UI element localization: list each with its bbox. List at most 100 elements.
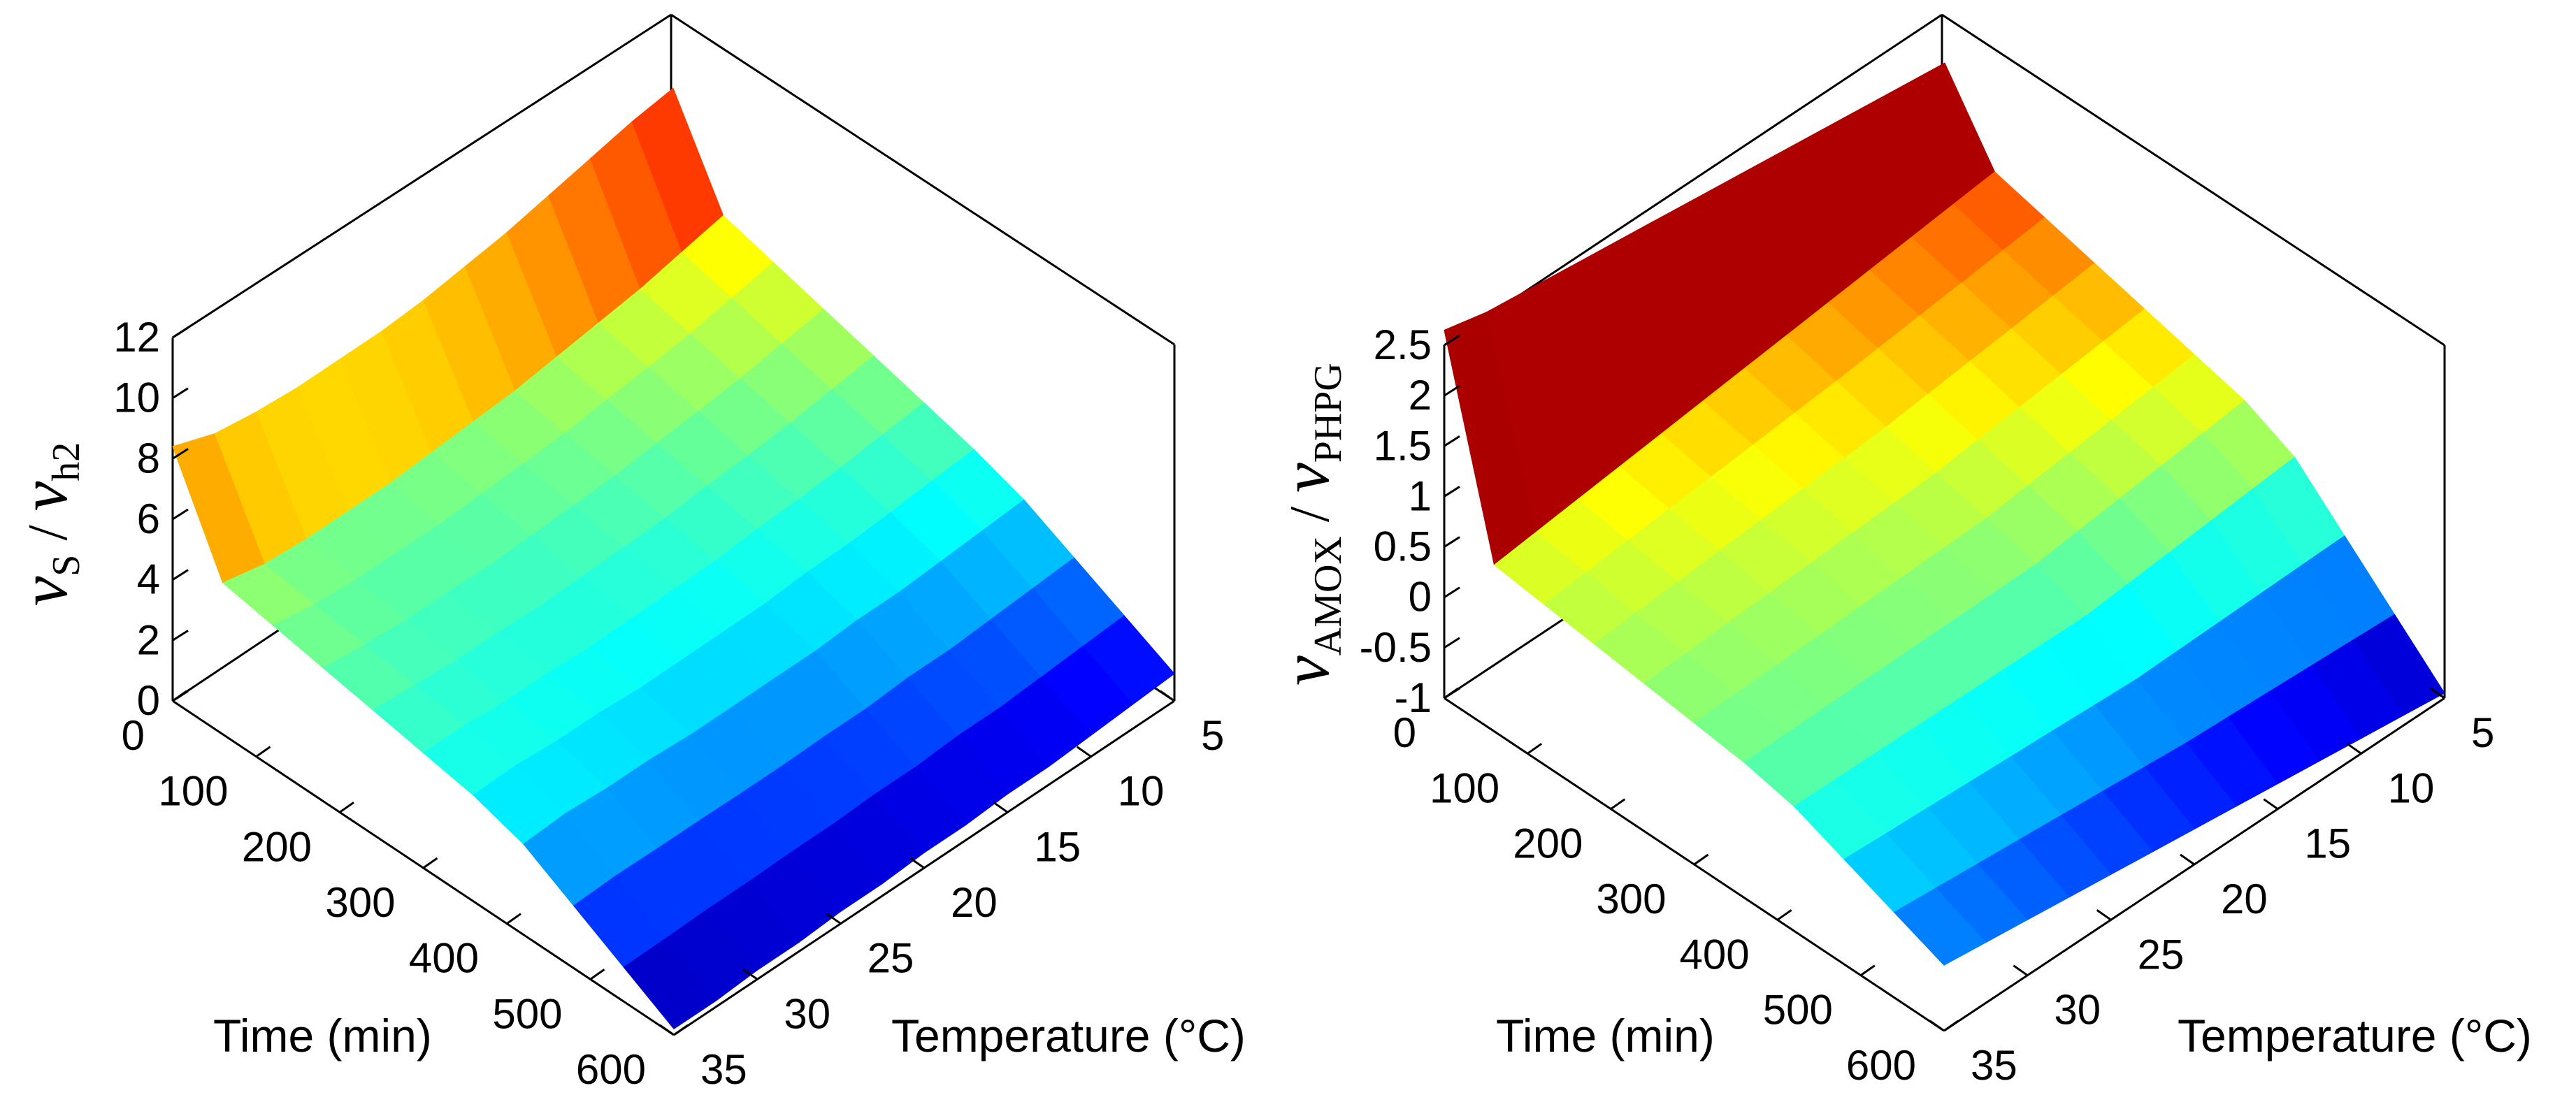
time-tick-mark <box>339 802 354 813</box>
time-tick-label: 200 <box>242 823 312 870</box>
z-tick-label: -1 <box>1395 674 1432 721</box>
temperature-tick-mark <box>2263 798 2279 810</box>
temperature-tick-label: 35 <box>700 1046 747 1093</box>
time-axis-label: Time (min) <box>213 1010 432 1061</box>
time-tick-label: 500 <box>492 990 562 1037</box>
z-tick-label: 0 <box>1409 574 1432 621</box>
temperature-tick-label: 20 <box>2221 876 2268 922</box>
z-tick-mark <box>1444 384 1460 397</box>
time-tick-mark <box>1693 853 1709 866</box>
time-tick-mark <box>1943 1020 1959 1032</box>
time-tick-mark <box>255 746 271 758</box>
z-tick-mark <box>1444 586 1460 598</box>
time-tick-mark <box>506 913 521 925</box>
tick-group: -1-0.500.511.522.50100200300400500600510… <box>1360 321 2495 1089</box>
time-tick-label: 500 <box>1763 987 1833 1034</box>
temperature-tick-mark <box>1929 1020 1945 1032</box>
time-tick-label: 200 <box>1513 820 1583 867</box>
z-tick-label: 0.5 <box>1374 523 1432 570</box>
surface-patch <box>1893 887 1987 966</box>
z-tick-label: -0.5 <box>1360 624 1432 671</box>
time-axis-label: Time (min) <box>1496 1010 1715 1061</box>
time-tick-label: 600 <box>1846 1042 1916 1089</box>
time-tick-mark <box>1776 909 1792 921</box>
temperature-tick-mark <box>826 913 842 925</box>
tick-group: 0 2 4 6 8 10 12 0 100 200 300 400 500 600 5 10 15 20 25 30 3… <box>113 314 1224 1093</box>
time-tick-label: 400 <box>1680 931 1750 978</box>
temperature-tick-label: 5 <box>2471 709 2494 756</box>
panel-vs-vh2: 0 2 4 6 8 10 12 0 100 200 300 400 500 600 5 10 15 20 25 30 3… <box>6 13 1246 1093</box>
temperature-tick-mark <box>2346 743 2362 755</box>
z-tick-label: 10 <box>113 375 160 421</box>
temperature-tick-mark <box>1076 746 1092 758</box>
time-tick-label: 100 <box>1430 764 1499 811</box>
z-tick-label: 8 <box>137 435 160 481</box>
surface-vs-vh2 <box>172 87 1175 1029</box>
time-tick-mark <box>673 1024 689 1036</box>
axis-labels: Time (min) Temperature (°C) vS / vh2 <box>6 442 1246 1061</box>
time-tick-mark <box>1527 743 1543 755</box>
z-tick-mark <box>1444 536 1460 548</box>
temperature-tick-label: 20 <box>951 879 998 926</box>
temperature-tick-label: 30 <box>784 990 830 1037</box>
temperature-tick-label: 5 <box>1201 712 1224 759</box>
surface-patch <box>623 938 717 1029</box>
surface-vamox-vphpg <box>1444 62 2445 966</box>
temperature-tick-mark <box>742 969 758 980</box>
z-tick-label: 4 <box>137 556 160 603</box>
temperature-tick-label: 25 <box>2138 931 2185 978</box>
z-tick-mark <box>172 448 189 460</box>
temperature-tick-mark <box>2430 687 2445 700</box>
temperature-tick-mark <box>1160 690 1175 702</box>
temperature-tick-label: 10 <box>1118 768 1165 815</box>
time-tick-mark <box>1444 687 1459 700</box>
time-tick-label: 0 <box>122 712 145 759</box>
z-tick-label: 1.5 <box>1374 422 1432 469</box>
temperature-tick-label: 10 <box>2388 764 2435 811</box>
time-tick-label: 100 <box>158 768 228 815</box>
temperature-tick-label: 15 <box>1034 823 1081 870</box>
time-tick-label: 300 <box>325 879 395 926</box>
time-tick-label: 600 <box>576 1046 646 1093</box>
z-axis-label: vAMOX / vPHPG <box>1268 363 1350 686</box>
time-tick-mark <box>1610 798 1626 810</box>
time-tick-label: 300 <box>1596 876 1666 922</box>
temperature-tick-label: 35 <box>1971 1042 2017 1089</box>
z-tick-mark <box>172 630 189 642</box>
z-tick-label: 6 <box>137 495 160 542</box>
z-tick-mark <box>1444 486 1460 498</box>
time-tick-label: 0 <box>1393 709 1416 756</box>
z-tick-label: 12 <box>113 314 160 361</box>
temperature-tick-label: 15 <box>2304 820 2351 867</box>
z-tick-mark <box>172 508 189 521</box>
time-tick-mark <box>1859 964 1876 976</box>
temperature-tick-mark <box>2180 853 2195 866</box>
z-tick-mark <box>1444 334 1460 347</box>
panel-vamox-vphpg: -1-0.500.511.522.50100200300400500600510… <box>1268 13 2532 1089</box>
temperature-tick-label: 30 <box>2054 987 2101 1034</box>
z-tick-mark <box>1444 435 1460 447</box>
temperature-tick-mark <box>2096 909 2112 921</box>
time-tick-mark <box>422 857 438 869</box>
time-tick-label: 400 <box>409 935 479 982</box>
temperature-tick-mark <box>909 857 925 869</box>
z-tick-mark <box>172 569 189 581</box>
z-tick-label: 0 <box>137 677 160 724</box>
z-tick-label: 2.5 <box>1374 321 1432 368</box>
z-tick-mark <box>172 326 189 339</box>
temperature-tick-mark <box>659 1024 675 1036</box>
z-tick-mark <box>172 387 189 399</box>
z-tick-label: 1 <box>1409 472 1432 519</box>
time-tick-mark <box>589 969 605 980</box>
temperature-tick-mark <box>993 802 1009 813</box>
z-tick-label: 2 <box>1409 372 1432 419</box>
temperature-axis-label: Temperature (°C) <box>891 1010 1246 1061</box>
z-tick-mark <box>1444 637 1460 649</box>
z-axis-label: vS / vh2 <box>6 442 88 607</box>
temperature-tick-mark <box>2013 964 2029 976</box>
axis-labels: Time (min) Temperature (°C) vAMOX / vPHP… <box>1268 363 2532 1061</box>
temperature-axis-label: Temperature (°C) <box>2178 1010 2532 1061</box>
time-tick-mark <box>172 690 187 702</box>
z-tick-label: 2 <box>137 616 160 663</box>
